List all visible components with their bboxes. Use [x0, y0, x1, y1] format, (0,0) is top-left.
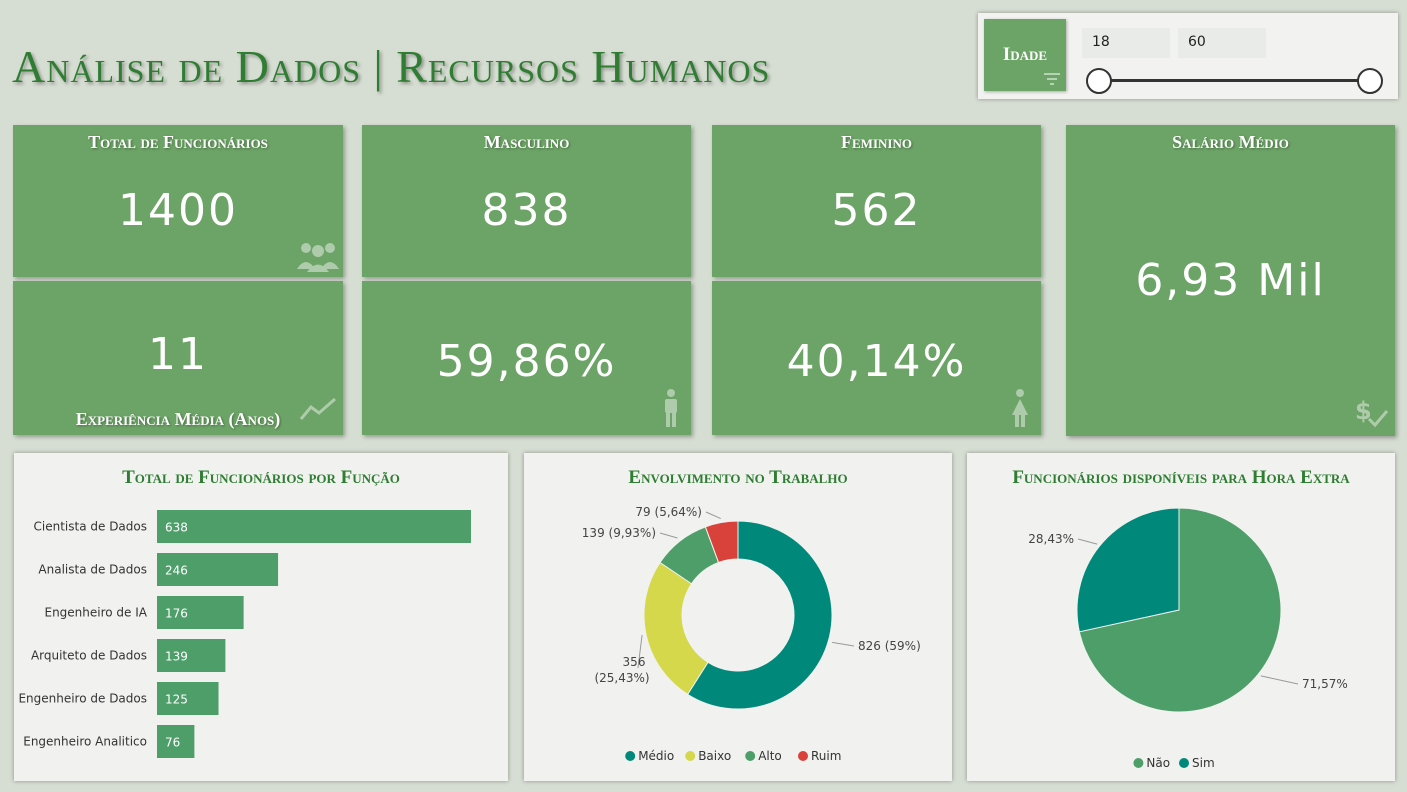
data-label-leader: [660, 533, 677, 538]
slider-max-handle[interactable]: [1357, 68, 1383, 94]
feminino-card: Feminino 562: [712, 125, 1041, 277]
masculino-card: Masculino 838: [362, 125, 691, 277]
feminino-pct-value: 40,14%: [712, 336, 1041, 387]
masculino-label: Masculino: [362, 132, 691, 153]
feminino-label: Feminino: [712, 132, 1041, 153]
bar-category-label: Engenheiro de IA: [44, 606, 147, 620]
min-age-input[interactable]: 18: [1082, 28, 1170, 58]
pie-slice: [1077, 508, 1179, 632]
people-group-icon: [297, 239, 339, 273]
bar-value-label: 246: [165, 564, 188, 578]
data-label-leader: [1261, 676, 1298, 684]
data-label: 139 (9,93%): [582, 526, 656, 540]
funcao-chart-panel: Total de Funcionários por Função Cientis…: [14, 453, 508, 781]
envolvimento-donut-chart: 826 (59%) 356 (25,43%) 139 (9,93%) 79 (5,64%…: [524, 453, 952, 781]
slicer-label-text: Idade: [1003, 44, 1047, 66]
legend-label: Sim: [1192, 756, 1215, 770]
data-label: 71,57%: [1302, 677, 1348, 691]
hora-extra-chart-panel: Funcionários disponíveis para Hora Extra…: [967, 453, 1395, 781]
hora-extra-pie-chart: 71,57% 28,43% Não Sim: [967, 453, 1395, 781]
dollar-check-icon: $: [1355, 395, 1389, 429]
bar-category-label: Analista de Dados: [38, 563, 147, 577]
data-label: 28,43%: [1028, 532, 1074, 546]
bar-category-label: Cientista de Dados: [34, 520, 147, 534]
legend-marker: [1133, 758, 1143, 768]
experiencia-media-card: 11 Experiência Média (Anos): [13, 281, 343, 435]
bar-value-label: 139: [165, 650, 188, 664]
donut-slice: [644, 563, 708, 695]
slicer-label: Idade: [984, 19, 1066, 91]
data-label-leader: [706, 512, 721, 519]
legend-label: Alto: [758, 749, 782, 763]
total-funcionarios-label: Total de Funcionários: [13, 132, 343, 153]
masculino-value: 838: [362, 185, 691, 236]
funcao-bar-chart: Cientista de Dados 638 Analista de Dados 24…: [14, 453, 508, 781]
bar-value-label: 76: [165, 736, 180, 750]
legend-marker: [1179, 758, 1189, 768]
total-funcionarios-card: Total de Funcionários 1400: [13, 125, 343, 277]
data-label: (25,43%): [594, 671, 649, 685]
page-title: Análise de Dados | Recursos Humanos: [12, 40, 770, 93]
data-label: 79 (5,64%): [635, 505, 702, 519]
trend-line-icon: [299, 395, 339, 423]
legend-marker: [798, 751, 808, 761]
slider-track[interactable]: [1098, 79, 1370, 82]
envolvimento-chart-panel: Envolvimento no Trabalho 826 (59%) 356 (25…: [524, 453, 952, 781]
masculino-pct-value: 59,86%: [362, 336, 691, 387]
max-age-input[interactable]: 60: [1178, 28, 1266, 58]
experiencia-media-value: 11: [13, 329, 343, 380]
bar-value-label: 125: [165, 693, 188, 707]
salario-medio-value: 6,93 Mil: [1066, 255, 1395, 306]
feminino-pct-card: 40,14%: [712, 281, 1041, 435]
male-icon: [663, 389, 679, 427]
legend-label: Médio: [638, 749, 674, 763]
feminino-value: 562: [712, 185, 1041, 236]
masculino-pct-card: 59,86%: [362, 281, 691, 435]
bar-value-label: 638: [165, 521, 188, 535]
filter-icon: [1044, 73, 1060, 85]
total-funcionarios-value: 1400: [13, 185, 343, 236]
female-icon: [1011, 389, 1029, 427]
bar-value-label: 176: [165, 607, 188, 621]
data-label-leader: [1078, 539, 1097, 544]
legend-marker: [745, 751, 755, 761]
legend-marker: [625, 751, 635, 761]
bar: [157, 510, 471, 543]
data-label: 826 (59%): [858, 639, 921, 653]
slider-min-handle[interactable]: [1086, 68, 1112, 94]
age-slicer[interactable]: Idade 18 60: [978, 13, 1398, 99]
data-label: 356: [623, 655, 646, 669]
legend-label: Ruim: [811, 749, 841, 763]
experiencia-media-label: Experiência Média (Anos): [13, 409, 343, 430]
bar-category-label: Engenheiro Analitico: [23, 735, 147, 749]
salario-medio-label: Salário Médio: [1066, 132, 1395, 153]
data-label-leader: [832, 642, 854, 646]
legend-marker: [685, 751, 695, 761]
legend-label: Baixo: [698, 749, 731, 763]
salario-medio-card: Salário Médio 6,93 Mil $: [1066, 125, 1395, 436]
bar-category-label: Engenheiro de Dados: [18, 692, 147, 706]
legend-label: Não: [1146, 756, 1170, 770]
bar-category-label: Arquiteto de Dados: [31, 649, 147, 663]
